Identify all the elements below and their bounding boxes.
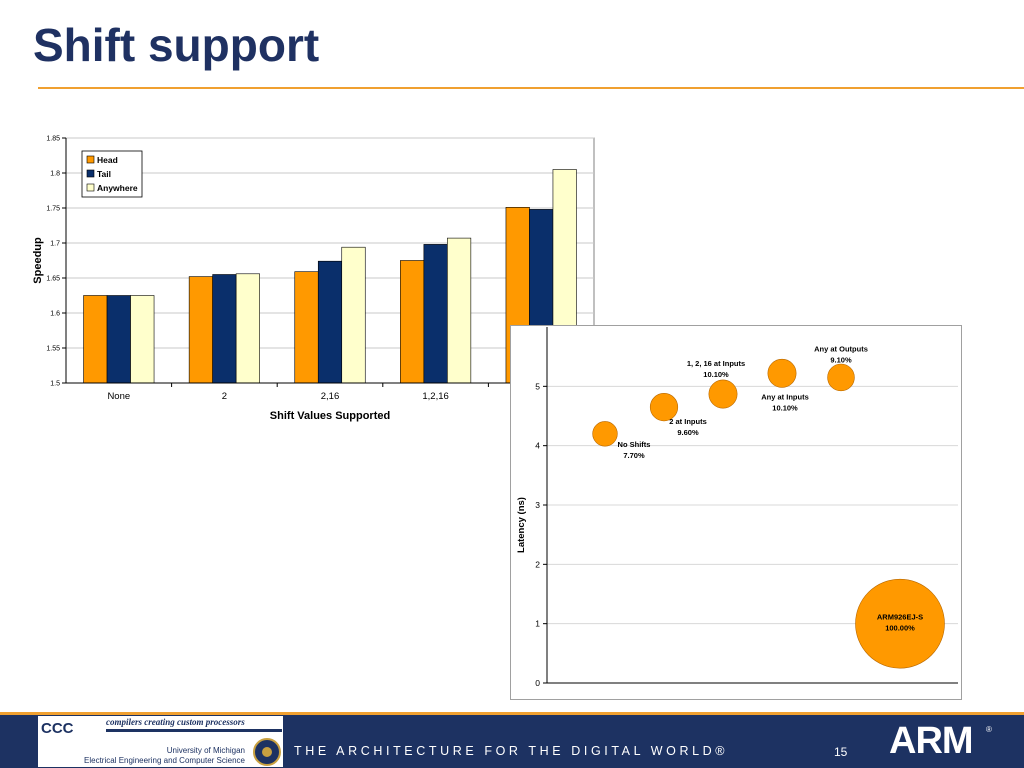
- bubble-value-label: 9.10%: [830, 355, 852, 364]
- bubble-label: Any at Inputs: [761, 392, 809, 401]
- department-name: Electrical Engineering and Computer Scie…: [84, 756, 245, 765]
- bar-anywhere: [447, 237, 472, 384]
- y-tick-label: 2: [535, 559, 540, 569]
- bubble-no-shifts: [592, 421, 618, 447]
- bubble-any-at-outputs: [827, 363, 855, 392]
- x-tick-label: 1,2,16: [422, 391, 448, 402]
- y-tick-label: 1: [535, 619, 540, 629]
- footer-rule: [0, 712, 1024, 715]
- legend-swatch: [86, 169, 95, 178]
- y-tick-label: 5: [535, 381, 540, 391]
- bubble-1-2-16-at-inputs: [708, 379, 738, 409]
- university-seal-icon: [253, 738, 281, 766]
- y-tick-label: 1.7: [50, 241, 60, 248]
- bubble-label: 1, 2, 16 at Inputs: [687, 359, 745, 368]
- footer-bar: CCC compilers creating custom processors…: [0, 715, 1024, 768]
- legend-entry: Tail: [97, 169, 111, 179]
- y-tick-label: 1.55: [46, 346, 60, 353]
- latency-bubble-chart-svg: 0 1 2 3 4 5 Latency (ns) No Shifts 7.70% 2 at Inp…: [510, 325, 962, 700]
- legend-swatch: [86, 155, 95, 164]
- arm-logo: ARM: [889, 720, 974, 762]
- page-number: 15: [834, 745, 848, 759]
- bubble-label: ARM926EJ-S: [877, 613, 923, 622]
- bar-anywhere: [130, 295, 155, 384]
- bar-anywhere: [341, 246, 366, 384]
- university-name: University of Michigan: [166, 746, 245, 755]
- bubble-arm926ej-s: [855, 578, 945, 669]
- y-tick-label: 1.8: [50, 171, 60, 178]
- bubble-value-label: 100.00%: [885, 624, 915, 633]
- footer-logo-panel: CCC compilers creating custom processors…: [38, 716, 283, 767]
- y-tick-label: 0: [535, 678, 540, 688]
- title-rule: [38, 87, 1024, 89]
- x-tick-label: 2: [222, 391, 227, 402]
- legend-swatch: [86, 183, 95, 192]
- ccc-logo: CCC: [41, 720, 74, 737]
- bubble-value-label: 10.10%: [772, 403, 798, 412]
- latency-bubble-chart: 0 1 2 3 4 5 Latency (ns) No Shifts 7.70% 2 at Inp…: [510, 325, 962, 700]
- y-tick-label: 1.6: [50, 311, 60, 318]
- bubble-label: Any at Outputs: [814, 344, 868, 353]
- bubble-value-label: 10.10%: [703, 370, 729, 379]
- bar-head: [294, 271, 319, 384]
- y-axis-label: Speedup: [32, 237, 44, 284]
- bubble-2-at-inputs: [649, 393, 679, 422]
- legend-entry: Anywhere: [97, 183, 138, 193]
- bubble-label: No Shifts: [618, 440, 651, 449]
- y-axis-label: Latency (ns): [516, 497, 527, 553]
- bubble-value-label: 9.60%: [677, 428, 699, 437]
- footer-tagline: THE ARCHITECTURE FOR THE DIGITAL WORLD®: [294, 744, 729, 758]
- y-tick-label: 1.85: [46, 136, 60, 143]
- slide-title: Shift support: [33, 19, 320, 71]
- bar-tail: [317, 260, 343, 384]
- y-tick-label: 1.65: [46, 276, 60, 283]
- bar-tail: [423, 244, 448, 384]
- y-tick-label: 1.5: [50, 381, 60, 388]
- arm-registered-mark: ®: [986, 725, 992, 734]
- bar-head: [83, 295, 108, 384]
- bubble-any-at-inputs: [767, 358, 797, 388]
- y-tick-label: 4: [535, 441, 540, 451]
- bar-head: [188, 276, 213, 384]
- y-tick-label: 1.75: [46, 206, 60, 213]
- bar-head: [400, 260, 425, 384]
- bar-tail: [212, 274, 237, 384]
- bubble-value-label: 7.70%: [623, 451, 645, 460]
- legend-entry: Head: [97, 155, 118, 165]
- x-axis-label: Shift Values Supported: [270, 410, 390, 422]
- y-tick-label: 3: [535, 500, 540, 510]
- speedup-bar-chart: 1.5 1.55 1.6 1.65 1.7 1.75 1.8 1.85 None 2 2,16 1,2…: [28, 128, 608, 428]
- bubble-label: 2 at Inputs: [669, 417, 707, 426]
- bar-anywhere: [235, 273, 260, 384]
- x-tick-label: None: [107, 391, 130, 402]
- x-tick-label: 2,16: [321, 391, 340, 402]
- bar-tail: [106, 295, 131, 384]
- ccc-tagline: compilers creating custom processors: [106, 717, 245, 727]
- ccc-tagline-bar: [106, 729, 282, 732]
- speedup-bar-chart-svg: 1.5 1.55 1.6 1.65 1.7 1.75 1.8 1.85 None 2 2,16 1,2…: [32, 136, 595, 422]
